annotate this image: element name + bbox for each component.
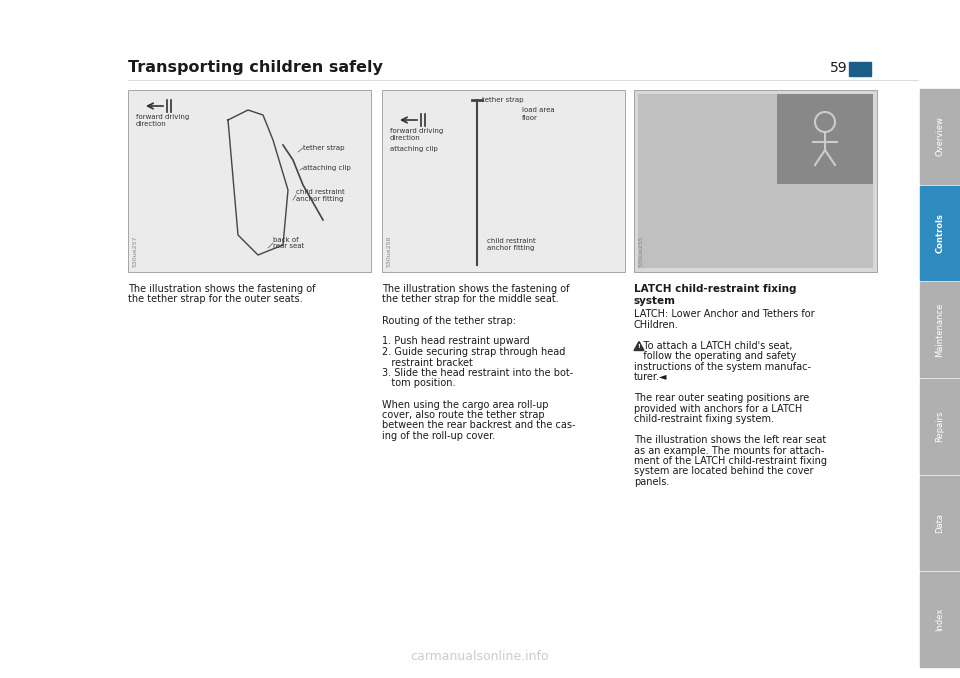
Text: The illustration shows the fastening of: The illustration shows the fastening of [128, 284, 316, 294]
Text: system: system [634, 296, 676, 306]
Text: carmanualsonline.info: carmanualsonline.info [411, 650, 549, 662]
Text: turer.◄: turer.◄ [634, 372, 667, 382]
Bar [128, 90, 371, 272]
Text: CHildren.: CHildren. [634, 319, 679, 330]
Bar [382, 90, 625, 272]
Text: 2. Guide securing strap through head: 2. Guide securing strap through head [382, 347, 565, 357]
Text: 3. Slide the head restraint into the bot-: 3. Slide the head restraint into the bot… [382, 368, 573, 378]
Text: Routing of the tether strap:: Routing of the tether strap: [382, 315, 516, 325]
Text: forward driving
direction: forward driving direction [390, 128, 444, 142]
Bar [920, 476, 960, 570]
Text: When using the cargo area roll-up: When using the cargo area roll-up [382, 399, 548, 410]
Text: The illustration shows the fastening of: The illustration shows the fastening of [382, 284, 569, 294]
Text: 59: 59 [830, 61, 848, 75]
Text: provided with anchors for a LATCH: provided with anchors for a LATCH [634, 403, 803, 414]
Text: tether strap: tether strap [482, 97, 523, 103]
Text: 530ue258: 530ue258 [387, 236, 392, 267]
Text: follow the operating and safety: follow the operating and safety [634, 351, 796, 361]
Text: attaching clip: attaching clip [390, 146, 438, 152]
Text: Controls: Controls [935, 213, 945, 253]
Bar [920, 379, 960, 474]
Text: Index: Index [935, 608, 945, 631]
Text: attaching clip: attaching clip [303, 165, 350, 171]
Bar [920, 572, 960, 667]
Text: cover, also route the tether strap: cover, also route the tether strap [382, 410, 544, 420]
Text: ing of the roll-up cover.: ing of the roll-up cover. [382, 431, 495, 441]
Text: forward driving
direction: forward driving direction [136, 114, 189, 127]
Bar [634, 90, 877, 272]
Text: back of
rear seat: back of rear seat [273, 237, 304, 250]
Text: system are located behind the cover: system are located behind the cover [634, 466, 813, 477]
Text: child-restraint fixing system.: child-restraint fixing system. [634, 414, 774, 424]
Text: 1. Push head restraint upward: 1. Push head restraint upward [382, 336, 530, 346]
Text: To attach a LATCH child's seat,: To attach a LATCH child's seat, [634, 340, 793, 351]
Text: instructions of the system manufac-: instructions of the system manufac- [634, 361, 811, 372]
Text: tom position.: tom position. [382, 378, 455, 388]
Bar [849, 62, 871, 76]
Bar [777, 94, 873, 184]
Bar [920, 282, 960, 377]
Text: panels.: panels. [634, 477, 669, 487]
Text: !: ! [637, 344, 640, 349]
Text: 530ue255: 530ue255 [639, 236, 644, 267]
Text: between the rear backrest and the cas-: between the rear backrest and the cas- [382, 420, 575, 431]
Bar [920, 186, 960, 280]
Text: restraint bracket: restraint bracket [382, 357, 473, 367]
Text: as an example. The mounts for attach-: as an example. The mounts for attach- [634, 445, 825, 456]
Text: ment of the LATCH child-restraint fixing: ment of the LATCH child-restraint fixing [634, 456, 827, 466]
Polygon shape [634, 342, 644, 351]
Bar [920, 89, 960, 184]
Text: tether strap: tether strap [303, 145, 345, 151]
Bar [638, 94, 873, 268]
Text: Overview: Overview [935, 117, 945, 156]
Text: Repairs: Repairs [935, 411, 945, 442]
Text: LATCH child-restraint fixing: LATCH child-restraint fixing [634, 284, 797, 294]
Text: load area
floor: load area floor [522, 108, 555, 121]
Text: the tether strap for the outer seats.: the tether strap for the outer seats. [128, 294, 302, 304]
Text: child restraint
anchor fitting: child restraint anchor fitting [487, 238, 536, 251]
Text: the tether strap for the middle seat.: the tether strap for the middle seat. [382, 294, 559, 304]
Text: Transporting children safely: Transporting children safely [128, 60, 383, 75]
Text: The illustration shows the left rear seat: The illustration shows the left rear sea… [634, 435, 827, 445]
Text: 530ue257: 530ue257 [133, 235, 138, 267]
Text: child restraint
anchor fitting: child restraint anchor fitting [296, 188, 345, 201]
Text: LATCH: Lower Anchor and Tethers for: LATCH: Lower Anchor and Tethers for [634, 309, 815, 319]
Text: The rear outer seating positions are: The rear outer seating positions are [634, 393, 809, 403]
Text: Maintenance: Maintenance [935, 302, 945, 357]
Text: Data: Data [935, 513, 945, 533]
